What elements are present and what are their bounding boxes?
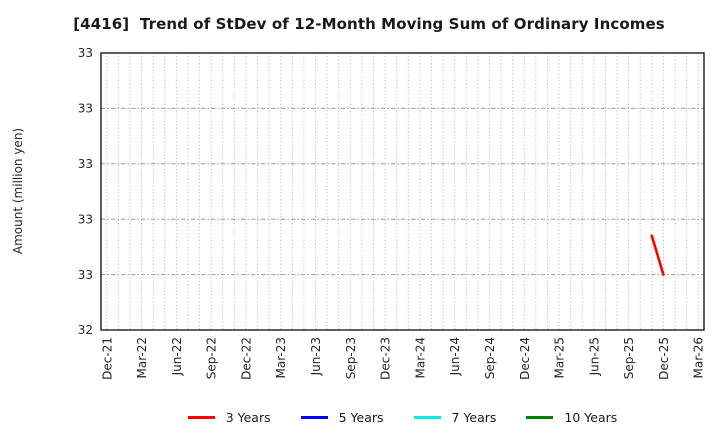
y-tick-label: 32 [78,323,93,337]
legend-label: 7 Years [451,409,497,425]
legend-item-10-years: 10 Years [526,410,617,425]
y-tick-label: 33 [78,157,93,171]
x-tick-label: Mar-25 [553,337,567,378]
chart-title: [4416] Trend of StDev of 12-Month Moving… [73,15,665,33]
x-tick-label: Sep-24 [483,337,497,379]
x-tick-label: Dec-25 [657,337,671,380]
chart-canvas: 33 33 33 33 33 32 Dec-21 Mar-22 Jun-22 Sep-22 Dec-… [78,46,706,380]
y-tick-label: 33 [78,46,93,60]
x-tick-label: Jun-23 [309,337,323,376]
chart-legend: 3 Years 5 Years 7 Years 10 Years [101,406,704,428]
series-line-3-years [650,234,665,276]
y-tick-label: 33 [78,102,93,116]
y-tick-label: 33 [78,268,93,282]
x-tick-label: Sep-22 [205,337,219,379]
y-tick-label: 33 [78,212,93,226]
legend-line-swatch [413,415,441,419]
legend-label: 5 Years [338,409,384,425]
legend-item-3-years: 3 Years [187,409,271,425]
x-tick-label: Jun-24 [448,337,462,376]
plot-border [100,52,705,331]
x-tick-label: Dec-24 [518,337,532,380]
x-tick-label: Dec-22 [239,337,253,380]
legend-line-swatch [300,415,328,419]
legend-label: 10 Years [564,409,618,425]
legend-label: 3 Years [225,409,271,425]
x-tick-label: Sep-23 [344,337,358,379]
x-tick-label: Jun-25 [587,337,601,376]
x-tick-label: Dec-21 [100,337,114,380]
x-tick-label: Mar-23 [274,337,288,378]
x-tick-label: Jun-22 [170,337,184,376]
legend-line-swatch [187,415,215,419]
legend-item-7-years: 7 Years [413,409,497,425]
x-tick-label: Mar-26 [692,337,706,378]
x-tick-label: Mar-22 [135,337,149,378]
x-tick-label: Dec-23 [379,337,393,380]
x-tick-label: Mar-24 [413,337,427,378]
x-tick-label: Sep-25 [622,337,636,379]
legend-item-5-years: 5 Years [300,409,384,425]
legend-line-swatch [526,415,554,419]
